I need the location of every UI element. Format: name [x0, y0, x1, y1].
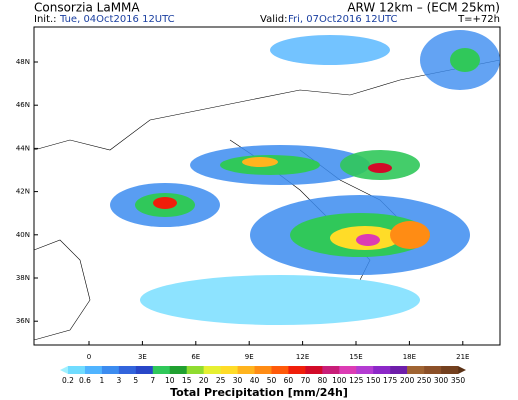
- longitude-label: 12E: [296, 353, 309, 361]
- colorbar-label: 100: [332, 376, 347, 385]
- map: [33, 26, 501, 346]
- colorbar-swatch: [271, 366, 289, 374]
- colorbar-label: 3: [116, 376, 121, 385]
- model: ARW 12km – (ECM 25km): [347, 1, 500, 15]
- latitude-label: 40N: [16, 231, 30, 239]
- init: Tue, 04Oct2016 12UTC: [59, 14, 175, 25]
- latitude-label: 44N: [16, 144, 30, 152]
- colorbar-swatch: [441, 366, 459, 374]
- colorbar-swatch: [305, 366, 323, 374]
- colorbar-label: 1: [100, 376, 105, 385]
- colorbar-label: 200: [400, 376, 415, 385]
- colorbar-swatch: [84, 366, 103, 374]
- colorbar-label: 150: [366, 376, 381, 385]
- latitude-label: 38N: [16, 274, 30, 282]
- colorbar-swatch: [407, 366, 425, 374]
- colorbar-swatch: [118, 366, 137, 374]
- longitude-label: 15E: [349, 353, 362, 361]
- colorbar-low-end: [60, 366, 68, 374]
- longitude-label: 0: [87, 353, 91, 361]
- colorbar-swatch: [152, 366, 171, 374]
- colorbar-label: 80: [318, 376, 328, 385]
- colorbar-label: 70: [301, 376, 311, 385]
- colorbar-label: 300: [434, 376, 449, 385]
- colorbar-label: 15: [182, 376, 192, 385]
- valid: Fri, 07Oct2016 12UTC: [288, 14, 397, 25]
- colorbar-label: 125: [349, 376, 364, 385]
- colorbar-swatch: [288, 366, 306, 374]
- colorbar-label: 30: [233, 376, 243, 385]
- colorbar-high-end: [458, 366, 466, 374]
- colorbar-title: Total Precipitation [mm/24h]: [170, 386, 348, 399]
- lead-time: T=+72h: [457, 14, 500, 25]
- colorbar-swatch: [254, 366, 272, 374]
- colorbar-label: 0.6: [79, 376, 91, 385]
- colorbar-swatch: [135, 366, 154, 374]
- latitude-label: 46N: [16, 101, 30, 109]
- longitude-label: 9E: [245, 353, 254, 361]
- colorbar-swatch: [390, 366, 408, 374]
- colorbar-swatch: [186, 366, 204, 374]
- colorbar-label: 0.2: [62, 376, 74, 385]
- colorbar-swatch: [220, 366, 238, 374]
- colorbar-swatch: [356, 366, 374, 374]
- colorbar-swatch: [169, 366, 187, 374]
- colorbar-swatch: [339, 366, 357, 374]
- longitude-label: 21E: [456, 353, 469, 361]
- latitude-label: 42N: [16, 188, 30, 196]
- colorbar-label: 60: [284, 376, 294, 385]
- colorbar-label: 350: [451, 376, 466, 385]
- colorbar-label: 50: [267, 376, 277, 385]
- colorbar-label: 175: [383, 376, 398, 385]
- latitude-label: 48N: [16, 58, 30, 66]
- colorbar-label: 5: [133, 376, 138, 385]
- colorbar-label: 40: [250, 376, 260, 385]
- latitude-label: 36N: [16, 317, 30, 325]
- source: Consorzia LaMMA: [34, 1, 140, 15]
- colorbar-label: 25: [216, 376, 226, 385]
- longitude-label: 18E: [403, 353, 416, 361]
- colorbar-label: 7: [150, 376, 155, 385]
- colorbar-swatch: [203, 366, 221, 374]
- colorbar-label: 10: [165, 376, 175, 385]
- longitude-label: 3E: [138, 353, 147, 361]
- longitude-label: 6E: [191, 353, 200, 361]
- colorbar-swatch: [101, 366, 120, 374]
- colorbar-swatch: [424, 366, 442, 374]
- colorbar-label: 250: [417, 376, 432, 385]
- colorbar-swatch: [237, 366, 255, 374]
- valid-label: Valid:: [260, 14, 287, 25]
- colorbar-swatch: [373, 366, 391, 374]
- colorbar-label: 20: [199, 376, 209, 385]
- init-label: Init.:: [34, 14, 57, 25]
- colorbar-swatch: [322, 366, 340, 374]
- colorbar-swatch: [68, 366, 86, 374]
